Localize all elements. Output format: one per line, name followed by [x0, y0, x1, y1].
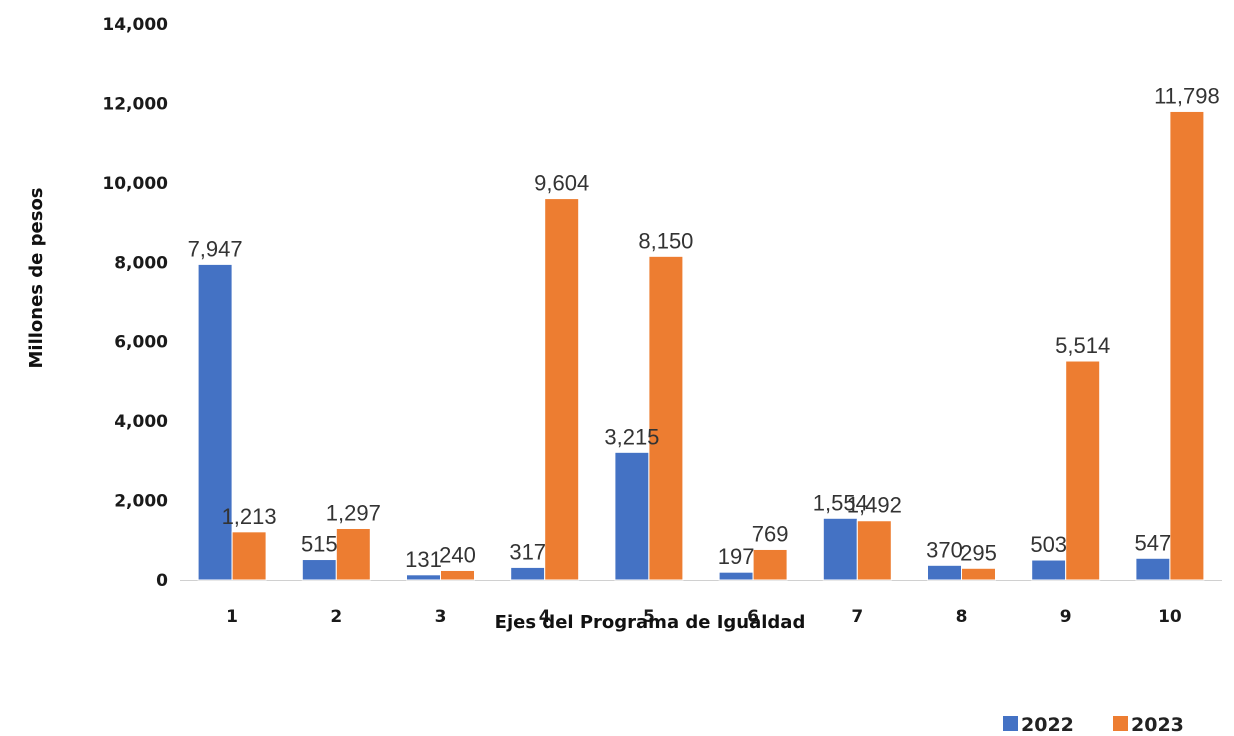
y-tick-label: 8,000 [114, 253, 168, 273]
bar-2023-6 [752, 548, 788, 581]
bar-2022-10 [1135, 557, 1171, 581]
legend-swatch-2022 [1003, 716, 1018, 731]
bars [197, 110, 1205, 581]
y-axis-ticks: 0 2,000 4,000 6,000 8,000 10,000 12,000 14,000 [102, 15, 168, 591]
y-tick-label: 4,000 [114, 412, 168, 432]
bar-2023-10 [1169, 110, 1205, 581]
x-tick-label: 5 [643, 607, 655, 627]
data-label-2023-4: 9,604 [534, 171, 589, 196]
bar-2022-4 [510, 566, 546, 581]
data-label-2023-7: 1,492 [847, 493, 902, 518]
bar-2022-1 [197, 263, 233, 581]
bar-2023-9 [1065, 360, 1101, 581]
data-label-2022-3: 131 [405, 547, 442, 572]
data-label-2022-2: 515 [301, 532, 338, 557]
legend-swatch-2023 [1113, 716, 1128, 731]
data-label-2023-1: 1,213 [222, 504, 277, 529]
bar-2023-4 [544, 198, 580, 581]
x-tick-label: 7 [851, 607, 863, 627]
x-tick-label: 6 [747, 607, 759, 627]
data-label-2022-6: 197 [718, 544, 755, 569]
data-label-2023-3: 240 [439, 542, 476, 567]
x-tick-label: 10 [1158, 607, 1182, 627]
data-label-2023-9: 5,514 [1055, 333, 1110, 358]
x-tick-label: 3 [435, 607, 447, 627]
bar-2023-7 [856, 520, 892, 581]
y-tick-label: 0 [156, 571, 168, 591]
y-tick-label: 2,000 [114, 492, 168, 512]
x-axis-title: Ejes del Programa de Igualdad [495, 612, 806, 633]
bar-2022-6 [718, 571, 754, 581]
bar-2022-8 [927, 564, 962, 581]
bar-2023-8 [961, 567, 996, 581]
y-tick-label: 6,000 [114, 333, 168, 353]
data-label-2022-1: 7,947 [188, 236, 243, 261]
data-label-2023-10: 11,798 [1154, 83, 1220, 108]
data-label-2022-8: 370 [926, 537, 963, 562]
y-tick-label: 14,000 [102, 15, 168, 35]
x-tick-label: 2 [330, 607, 342, 627]
x-tick-label: 9 [1060, 607, 1072, 627]
data-label-2022-5: 3,215 [604, 424, 659, 449]
bar-2022-5 [614, 451, 650, 581]
bar-2022-2 [301, 559, 337, 581]
bar-2023-3 [440, 569, 475, 581]
data-label-2023-8: 295 [960, 540, 997, 565]
data-label-2023-6: 769 [752, 521, 789, 546]
legend-label-2023: 2023 [1131, 714, 1184, 736]
data-label-2022-4: 317 [509, 539, 546, 564]
data-label-2022-9: 503 [1030, 532, 1067, 557]
bar-2022-3 [406, 574, 441, 581]
x-tick-label: 1 [226, 607, 238, 627]
data-label-2022-7: 1,554 [813, 490, 868, 515]
data-label-2022-10: 547 [1135, 530, 1172, 555]
bar-2023-1 [231, 531, 267, 581]
x-tick-label: 8 [956, 607, 968, 627]
bar-2022-9 [1031, 559, 1067, 581]
bar-2022-7 [822, 517, 858, 581]
data-label-2023-5: 8,150 [638, 228, 693, 253]
bar-2023-5 [648, 255, 684, 581]
legend-label-2022: 2022 [1021, 714, 1074, 736]
data-label-2023-2: 1,297 [326, 500, 381, 525]
y-tick-label: 10,000 [102, 174, 168, 194]
y-axis-title: Millones de pesos [26, 187, 47, 368]
bar-2023-2 [335, 527, 371, 581]
x-axis-ticks: 1 2 3 4 5 6 7 8 9 10 [226, 607, 1182, 627]
x-tick-label: 4 [539, 607, 551, 627]
y-tick-label: 12,000 [102, 94, 168, 114]
legend: 2022 2023 [1003, 714, 1184, 736]
